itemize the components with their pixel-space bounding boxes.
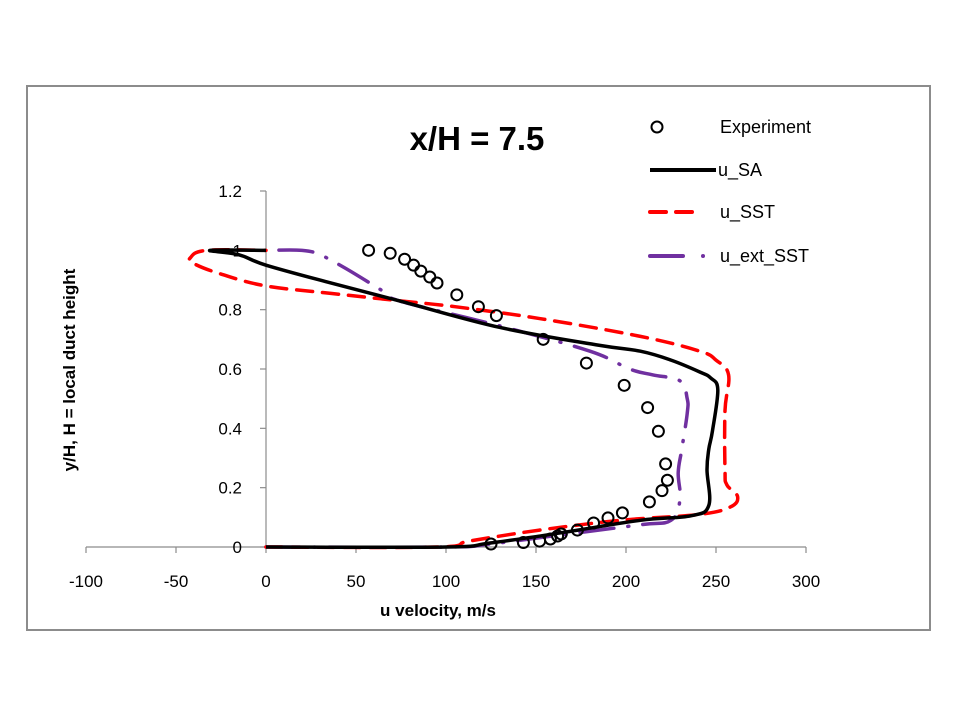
experiment-point (430, 276, 444, 290)
y-tick-label: 0 (233, 538, 242, 557)
y-tick-label: 0.2 (218, 479, 242, 498)
y-tick-label: 0.6 (218, 360, 242, 379)
experiment-point (407, 258, 421, 272)
legend: Experiment u_SA u_SST u_ext_SST (648, 117, 811, 267)
experiment-point (579, 356, 593, 370)
experiment-point (536, 332, 550, 346)
experiment-point (398, 252, 412, 266)
x-tick-label: 200 (612, 572, 640, 591)
purple-dot-icon (701, 254, 705, 258)
experiment-point (423, 270, 437, 284)
u-sst-line (187, 247, 740, 550)
y-axis-title: y/H, H = local duct height (60, 268, 79, 471)
experiment-point (551, 529, 565, 543)
legend-item-experiment: Experiment (650, 117, 811, 137)
y-tick-label: 1.2 (218, 182, 242, 201)
experiment-point (362, 243, 376, 257)
experiment-point (659, 457, 673, 471)
legend-item-u-sa: u_SA (650, 160, 762, 181)
series-experiment (362, 243, 674, 551)
axes: -100 -50 0 50 100 150 200 250 300 0 0.2 0.4 0.6 0.8 1… (69, 182, 820, 591)
chart-title: x/H = 7.5 (410, 120, 545, 157)
x-tick-label: 150 (522, 572, 550, 591)
x-tick-label: 100 (432, 572, 460, 591)
experiment-point (615, 506, 629, 520)
y-tick-label: 0.4 (218, 419, 242, 438)
experiment-point (641, 401, 655, 415)
series-u-ext-sst (264, 248, 690, 549)
experiment-point (642, 495, 656, 509)
x-ticks: -100 -50 0 50 100 150 200 250 300 (69, 547, 820, 591)
experiment-point (383, 246, 397, 260)
series-u-sa (207, 248, 720, 550)
x-tick-label: -50 (164, 572, 189, 591)
y-ticks: 00.20.40.60.811.2 (218, 182, 266, 557)
x-tick-label: 250 (702, 572, 730, 591)
y-tick-label: 0.8 (218, 301, 242, 320)
experiment-point (484, 537, 498, 551)
experiment-point (570, 523, 584, 537)
legend-label: Experiment (720, 117, 811, 137)
experiment-point (660, 473, 674, 487)
u-ext-sst-line (264, 248, 690, 549)
x-tick-label: -100 (69, 572, 103, 591)
experiment-point (489, 309, 503, 323)
experiment-point (414, 264, 428, 278)
experiment-point (617, 378, 631, 392)
series-u-sst (187, 247, 740, 550)
x-tick-label: 0 (261, 572, 270, 591)
legend-label: u_SST (720, 202, 775, 223)
experiment-point (471, 300, 485, 314)
experiment-point (601, 511, 615, 525)
x-tick-label: 300 (792, 572, 820, 591)
legend-label: u_SA (718, 160, 762, 181)
legend-item-u-sst: u_SST (648, 202, 775, 223)
chart-frame (26, 85, 931, 631)
open-circle-marker-icon (650, 120, 664, 134)
series-layer (187, 243, 740, 551)
experiment-point (533, 534, 547, 548)
x-tick-label: 50 (347, 572, 366, 591)
experiment-point (450, 288, 464, 302)
legend-label: u_ext_SST (720, 246, 809, 267)
u-sa-line (207, 248, 720, 550)
experiment-point (655, 484, 669, 498)
experiment-point (587, 516, 601, 530)
experiment-point (651, 424, 665, 438)
legend-item-u-ext-sst: u_ext_SST (648, 246, 809, 267)
x-axis-title: u velocity, m/s (380, 601, 496, 620)
experiment-point (516, 536, 530, 550)
